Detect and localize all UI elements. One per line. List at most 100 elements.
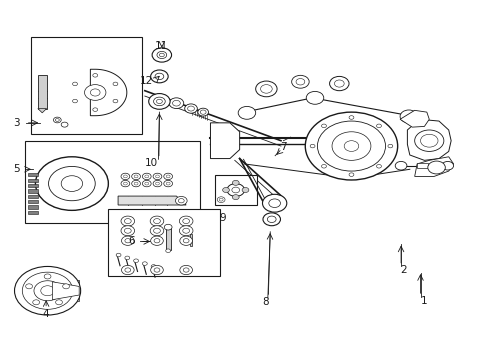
Polygon shape — [210, 123, 239, 158]
Circle shape — [131, 173, 140, 180]
Text: 8: 8 — [262, 297, 268, 307]
Text: 2: 2 — [400, 265, 407, 275]
Circle shape — [183, 219, 189, 224]
Circle shape — [113, 82, 118, 86]
Circle shape — [121, 173, 129, 180]
Text: 9: 9 — [219, 212, 225, 222]
Circle shape — [153, 97, 165, 106]
Bar — [30, 37, 142, 134]
Circle shape — [180, 236, 192, 246]
Circle shape — [309, 144, 314, 148]
Text: 12: 12 — [140, 76, 153, 86]
Circle shape — [41, 286, 54, 296]
Circle shape — [15, 266, 81, 315]
Circle shape — [295, 78, 304, 85]
Circle shape — [72, 82, 77, 86]
Text: 3: 3 — [14, 118, 20, 128]
Circle shape — [61, 176, 82, 192]
Circle shape — [154, 239, 160, 243]
Circle shape — [232, 180, 239, 185]
Circle shape — [242, 188, 248, 193]
Circle shape — [321, 165, 325, 168]
Circle shape — [179, 216, 193, 226]
Polygon shape — [38, 109, 46, 113]
Circle shape — [156, 99, 162, 104]
Circle shape — [124, 268, 130, 272]
Circle shape — [183, 228, 189, 233]
Circle shape — [441, 161, 453, 170]
Circle shape — [317, 121, 385, 171]
Circle shape — [172, 100, 180, 106]
Circle shape — [124, 256, 129, 260]
Circle shape — [334, 80, 344, 87]
Circle shape — [222, 188, 229, 193]
Circle shape — [376, 124, 381, 128]
Circle shape — [131, 180, 140, 187]
Circle shape — [123, 175, 127, 178]
Text: 11: 11 — [155, 41, 168, 51]
Circle shape — [152, 48, 171, 62]
Circle shape — [44, 274, 51, 279]
Circle shape — [183, 268, 189, 272]
Bar — [28, 200, 38, 203]
Circle shape — [166, 182, 170, 185]
Polygon shape — [414, 157, 453, 176]
Circle shape — [238, 107, 255, 119]
Circle shape — [153, 219, 160, 224]
Circle shape — [291, 75, 308, 88]
Circle shape — [121, 265, 134, 275]
Bar — [62, 280, 79, 301]
Circle shape — [121, 226, 134, 236]
Bar — [190, 234, 192, 246]
Circle shape — [124, 228, 131, 233]
Bar — [28, 184, 38, 187]
Bar — [416, 163, 427, 168]
Circle shape — [394, 161, 406, 170]
Circle shape — [219, 198, 223, 201]
Circle shape — [150, 236, 163, 246]
Circle shape — [344, 141, 358, 152]
Circle shape — [72, 99, 77, 103]
Circle shape — [217, 197, 224, 203]
Circle shape — [263, 213, 280, 226]
Text: 7: 7 — [280, 142, 286, 152]
Polygon shape — [118, 196, 186, 205]
Circle shape — [93, 73, 98, 77]
Bar — [25, 141, 200, 223]
Circle shape — [255, 81, 277, 97]
Circle shape — [198, 108, 208, 116]
Bar — [38, 75, 46, 109]
Circle shape — [155, 73, 163, 80]
Circle shape — [231, 187, 239, 193]
Circle shape — [142, 180, 151, 187]
Polygon shape — [90, 69, 126, 116]
Circle shape — [116, 253, 121, 257]
Bar — [28, 205, 38, 208]
Circle shape — [133, 259, 138, 262]
Circle shape — [183, 239, 189, 243]
Bar — [108, 208, 220, 276]
Circle shape — [150, 70, 168, 83]
Circle shape — [262, 194, 286, 212]
Circle shape — [414, 130, 443, 152]
Circle shape — [163, 180, 172, 187]
Circle shape — [376, 165, 381, 168]
Circle shape — [348, 116, 353, 119]
Circle shape — [226, 184, 244, 197]
Circle shape — [268, 199, 280, 207]
Circle shape — [153, 173, 162, 180]
Bar — [165, 228, 170, 249]
Bar — [28, 189, 38, 193]
Circle shape — [148, 94, 170, 109]
Circle shape — [123, 182, 127, 185]
Circle shape — [142, 262, 147, 265]
Bar — [215, 175, 256, 205]
Circle shape — [155, 182, 159, 185]
Circle shape — [34, 281, 61, 301]
Circle shape — [165, 249, 170, 252]
Circle shape — [84, 85, 106, 100]
Circle shape — [164, 224, 172, 230]
Circle shape — [121, 236, 134, 246]
Polygon shape — [399, 111, 428, 127]
Bar — [28, 179, 38, 182]
